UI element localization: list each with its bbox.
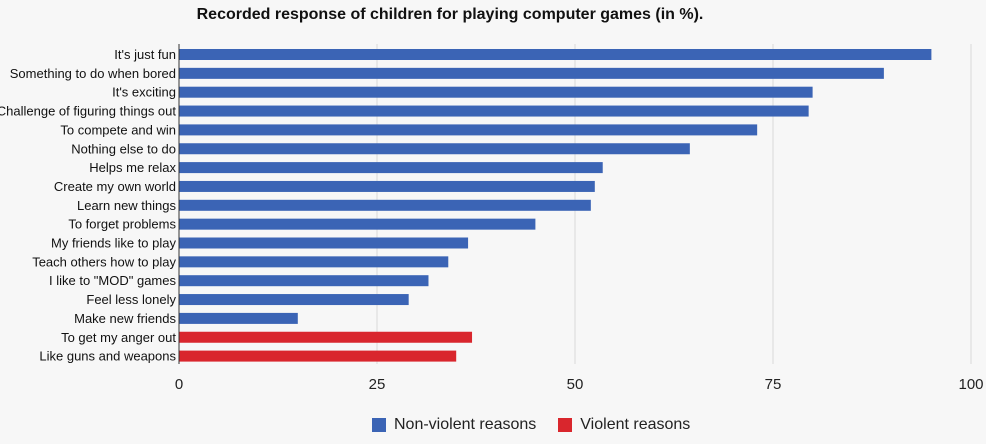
- bar: [179, 275, 429, 287]
- bar: [179, 350, 457, 362]
- bar: [179, 86, 813, 98]
- category-label: To compete and win: [60, 122, 176, 137]
- bar: [179, 218, 536, 230]
- bar: [179, 331, 473, 343]
- bar: [179, 294, 409, 306]
- bar: [179, 312, 298, 324]
- category-label: Nothing else to do: [71, 141, 176, 156]
- x-tick-label: 100: [958, 376, 983, 393]
- x-tick-label: 75: [765, 376, 782, 393]
- chart-title: Recorded response of children for playin…: [197, 6, 704, 23]
- category-label: Feel less lonely: [86, 292, 176, 307]
- legend: Non-violent reasons Violent reasons: [372, 416, 690, 434]
- category-label: To forget problems: [68, 217, 176, 232]
- category-label: Create my own world: [54, 179, 176, 194]
- bar: [179, 199, 591, 211]
- category-label: My friends like to play: [51, 236, 176, 251]
- category-label: To get my anger out: [61, 330, 176, 345]
- legend-swatch-non-violent: [372, 418, 386, 432]
- category-label: Challenge of figuring things out: [0, 104, 176, 119]
- category-label: It's just fun: [114, 47, 176, 62]
- bars: [179, 49, 932, 362]
- x-tick-label: 50: [567, 376, 584, 393]
- category-label: It's exciting: [112, 85, 176, 100]
- category-label: Something to do when bored: [10, 66, 176, 81]
- legend-item-non-violent: Non-violent reasons: [372, 416, 536, 434]
- bar: [179, 67, 884, 79]
- legend-item-violent: Violent reasons: [558, 416, 690, 434]
- bar: [179, 180, 595, 192]
- category-label: Learn new things: [77, 198, 177, 213]
- category-label: I like to "MOD" games: [49, 273, 176, 288]
- bar: [179, 49, 932, 60]
- category-label: Make new friends: [74, 311, 176, 326]
- legend-label-violent: Violent reasons: [580, 416, 691, 433]
- category-labels: It's just fun Something to do when bored I…: [0, 47, 176, 364]
- category-label: Like guns and weapons: [39, 349, 176, 364]
- legend-swatch-violent: [558, 418, 573, 432]
- legend-label-non-violent: Non-violent reasons: [394, 416, 537, 433]
- x-axis-ticks: 0 25 50 75 100: [175, 376, 984, 393]
- x-tick-label: 0: [175, 376, 183, 393]
- bar: [179, 143, 690, 155]
- bar: [179, 124, 758, 136]
- category-label: Helps me relax: [89, 160, 176, 175]
- bar: [179, 237, 469, 249]
- bar: [179, 256, 449, 268]
- x-tick-label: 25: [369, 376, 386, 393]
- bar: [179, 162, 603, 174]
- category-label: Teach others how to play: [32, 254, 176, 269]
- bar: [179, 105, 809, 117]
